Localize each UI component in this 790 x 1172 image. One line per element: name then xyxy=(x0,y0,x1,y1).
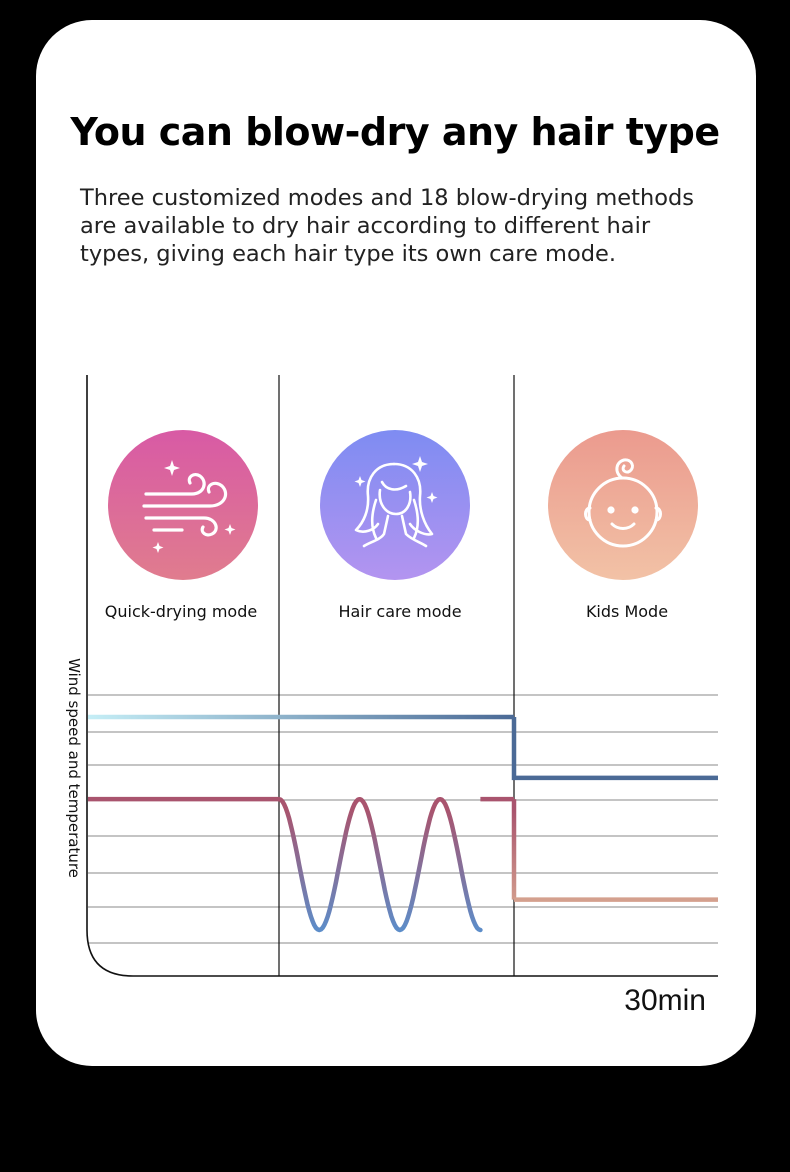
series-1-low-segment xyxy=(511,717,718,781)
axes xyxy=(86,375,718,977)
quick-drying-mode-icon xyxy=(108,430,258,580)
mode-label-kids: Kids Mode xyxy=(585,602,669,621)
mode-label-quick-drying: Quick-drying mode xyxy=(104,602,258,621)
page-title: You can blow-dry any hair type xyxy=(70,110,720,154)
wind-swirl-icon xyxy=(142,460,236,553)
mode-label-hair-care: Hair care mode xyxy=(338,602,462,621)
hair-care-mode-icon xyxy=(320,430,470,580)
x-axis-end-label: 30min xyxy=(624,984,706,1017)
series-lines xyxy=(88,714,718,933)
baby-face-icon xyxy=(584,458,662,548)
grid-lines xyxy=(88,694,718,944)
kids-mode-icon xyxy=(548,430,698,580)
axis-line xyxy=(86,375,718,977)
series-2-oscillation xyxy=(276,796,483,933)
woman-hair-icon xyxy=(354,456,438,548)
page-description: Three customized modes and 18 blow-dryin… xyxy=(80,185,694,267)
